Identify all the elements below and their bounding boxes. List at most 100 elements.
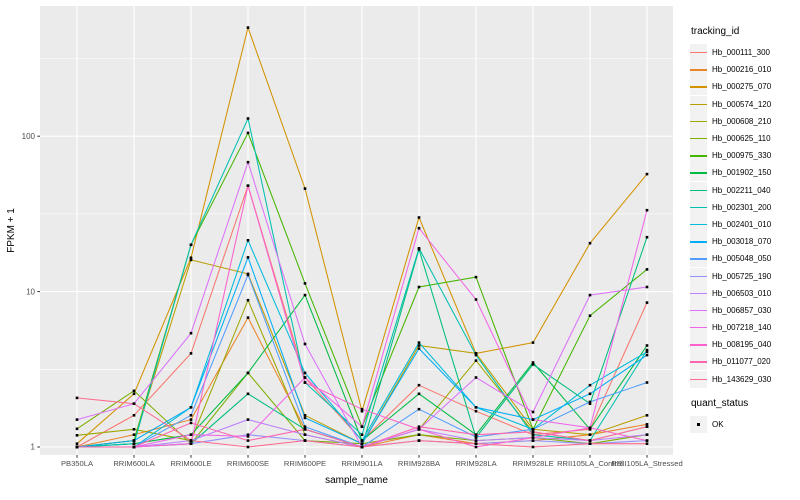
line-swatch-icon <box>690 309 707 312</box>
y-axis-title: FPKM + 1 <box>6 208 17 253</box>
legend-item-label: Hb_000608_210 <box>712 116 772 126</box>
legend-item: Hb_000275_070 <box>690 78 800 96</box>
legend-key <box>690 95 707 113</box>
legend-item: Hb_005048_050 <box>690 250 800 268</box>
legend-item-label: Hb_003018_070 <box>712 237 772 247</box>
legend-item: Hb_011077_020 <box>690 353 800 371</box>
legend-item: Hb_005725_190 <box>690 267 800 285</box>
x-tick-label: RRIM928LE <box>512 459 553 468</box>
legend-item-label: Hb_006857_030 <box>712 305 772 315</box>
x-axis-title: sample_name <box>325 475 388 486</box>
line-swatch-icon <box>690 86 707 88</box>
line-swatch-icon <box>690 327 707 329</box>
line-swatch-icon <box>690 292 707 295</box>
legend-key <box>690 284 707 302</box>
legend-item-label: Hb_005725_190 <box>712 271 772 281</box>
legend-item-label: Hb_008195_040 <box>712 340 772 350</box>
legend-item-label: Hb_005048_050 <box>712 254 772 264</box>
legend-key <box>690 130 707 148</box>
legend-item-label: Hb_000275_070 <box>712 82 772 92</box>
y-tick-label: 10 <box>26 287 35 296</box>
legend-key <box>690 44 707 62</box>
legend-key <box>690 353 707 371</box>
legend-item: Hb_001902_150 <box>690 164 800 182</box>
line-swatch-icon <box>690 189 707 191</box>
legend-item-label: Hb_000574_120 <box>712 99 772 109</box>
legend-item-label: Hb_000625_110 <box>712 134 771 144</box>
legend-item-ok: OK <box>690 416 800 434</box>
line-swatch-icon <box>690 275 707 277</box>
legend-item: Hb_000111_300 <box>690 44 800 62</box>
legend-key <box>690 215 707 233</box>
legend-key <box>690 319 707 337</box>
legend-item-label: Hb_011077_020 <box>712 357 771 367</box>
legend-item: Hb_000216_010 <box>690 61 800 79</box>
line-swatch-icon <box>690 344 707 346</box>
legend-key <box>690 336 707 354</box>
legend-item-label: Hb_000975_330 <box>712 151 772 161</box>
legend-item: Hb_143629_030 <box>690 370 800 388</box>
line-swatch-icon <box>690 378 707 381</box>
data-points <box>75 26 649 449</box>
x-tick-label: PB350LA <box>61 459 94 468</box>
x-tick-label: RRII105LA_Stressed <box>611 459 682 468</box>
legend-item: Hb_007218_140 <box>690 319 800 337</box>
legend-key <box>690 147 707 165</box>
legend-entries: Hb_000111_300 Hb_000216_010 Hb_000275_070 H… <box>690 44 800 388</box>
line-swatch-icon <box>690 361 707 363</box>
legend-key <box>690 250 707 268</box>
legend-key <box>690 370 707 388</box>
legend-item-label: Hb_006503_010 <box>712 288 772 298</box>
tracking-id-legend: tracking_id Hb_000111_300 Hb_000216_010 Hb… <box>690 26 800 388</box>
legend-item: Hb_008195_040 <box>690 336 800 354</box>
line-swatch-icon <box>690 172 707 174</box>
x-tick-label: RRIM901LA <box>341 459 383 468</box>
panel-background <box>40 6 673 455</box>
quant-ok-label: OK <box>712 420 724 430</box>
legend-item: Hb_002211_040 <box>690 181 800 199</box>
quant-ok-key <box>690 416 707 434</box>
legend-item-label: Hb_002211_040 <box>712 185 771 195</box>
legend-item: Hb_000975_330 <box>690 147 800 165</box>
legend-item-label: Hb_007218_140 <box>712 323 772 333</box>
legend-key <box>690 164 707 182</box>
legend-key <box>690 61 707 79</box>
legend-title: tracking_id <box>691 26 740 37</box>
legend-item: Hb_003018_070 <box>690 233 800 251</box>
legend-item-label: Hb_002401_010 <box>712 219 772 229</box>
x-tick-label: RRIM600LA <box>113 459 155 468</box>
legend-item: Hb_000625_110 <box>690 130 800 148</box>
quant-status-legend: quant_status OK <box>690 398 800 434</box>
legend-item-label: Hb_001902_150 <box>712 168 772 178</box>
y-tick-label: 1 <box>31 443 36 452</box>
x-tick-label: RRIM928LA <box>455 459 497 468</box>
y-tick-label: 100 <box>22 132 36 141</box>
line-swatch-icon <box>690 223 707 226</box>
y-axis: 1 10 100 <box>22 132 40 452</box>
line-swatch-icon <box>690 206 707 209</box>
x-tick-label: RRIM600PE <box>284 459 326 468</box>
line-swatch-icon <box>690 69 707 71</box>
point-swatch-icon <box>697 423 701 427</box>
legend-item-label: Hb_000111_300 <box>712 48 770 58</box>
line-swatch-icon <box>690 241 707 243</box>
legend-key <box>690 78 707 96</box>
line-swatch-icon <box>690 103 707 106</box>
quant-legend-title: quant_status <box>691 398 749 409</box>
line-swatch-icon <box>690 155 707 157</box>
legend-item-label: Hb_002301_200 <box>712 202 772 212</box>
x-tick-label: RRIM928BA <box>398 459 441 468</box>
legend-item: Hb_000608_210 <box>690 112 800 130</box>
x-axis: PB350LA RRIM600LA RRIM600LE RRIM600SE RRIM60… <box>61 455 683 468</box>
legend-key <box>690 198 707 216</box>
line-swatch-icon <box>690 138 707 140</box>
legend-item: Hb_002301_200 <box>690 198 800 216</box>
x-tick-label: RRIM600LE <box>170 459 211 468</box>
x-tick-label: RRIM600SE <box>227 459 269 468</box>
legend-key <box>690 301 707 319</box>
legend-item: Hb_002401_010 <box>690 215 800 233</box>
legend-key <box>690 181 707 199</box>
legend-key <box>690 112 707 130</box>
